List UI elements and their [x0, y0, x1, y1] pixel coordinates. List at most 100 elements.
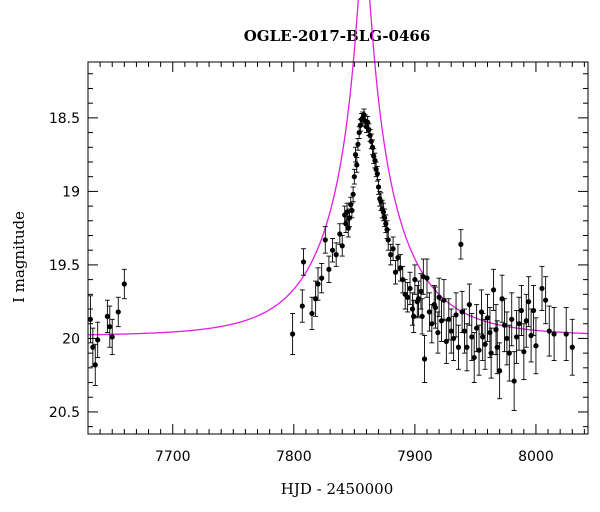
data-point — [92, 362, 98, 368]
data-point — [373, 166, 379, 172]
data-point — [337, 231, 343, 237]
data-point — [438, 318, 445, 324]
data-point — [299, 303, 305, 309]
data-point — [107, 324, 113, 330]
x-tick-label: 7900 — [397, 449, 433, 465]
data-point — [395, 254, 401, 261]
data-point — [87, 316, 94, 322]
data-point — [528, 332, 534, 339]
plot-frame — [87, 61, 589, 435]
data-point — [121, 281, 127, 287]
data-point — [388, 252, 394, 258]
data-point — [453, 312, 459, 318]
data-point — [115, 309, 121, 315]
x-axis-label: HJD - 2450000 — [281, 480, 394, 498]
data-point — [482, 341, 488, 347]
model-curve — [87, 0, 589, 336]
data-point — [350, 191, 356, 197]
data-point — [432, 304, 439, 311]
data-point — [543, 297, 549, 303]
data-point — [521, 349, 527, 355]
data-point — [484, 315, 491, 321]
data-point — [490, 287, 497, 293]
data-point — [478, 309, 485, 315]
data-point — [504, 335, 510, 342]
data-point — [345, 225, 351, 231]
x-tick-label: 7800 — [276, 449, 312, 465]
data-point — [383, 221, 389, 227]
data-point — [441, 297, 447, 303]
data-point — [374, 171, 380, 177]
data-point — [443, 338, 449, 344]
data-point — [419, 313, 425, 319]
data-point — [480, 334, 486, 340]
data-point — [313, 296, 319, 302]
data-point — [506, 350, 512, 356]
data-point — [385, 237, 391, 243]
data-point — [436, 294, 442, 300]
data-point — [411, 313, 417, 319]
data-point — [346, 215, 353, 221]
data-points — [87, 112, 575, 384]
data-point — [493, 327, 499, 333]
data-point — [357, 122, 363, 128]
data-point — [400, 277, 406, 283]
data-point — [455, 344, 462, 350]
data-point — [546, 328, 552, 334]
data-point — [290, 331, 296, 337]
error-bars — [87, 108, 575, 411]
data-point — [95, 337, 101, 343]
data-point — [372, 157, 378, 164]
data-point — [518, 307, 525, 314]
data-point — [365, 119, 371, 125]
data-point — [471, 354, 477, 361]
data-point — [446, 316, 452, 322]
data-point — [109, 334, 115, 340]
data-point — [368, 138, 374, 144]
data-point — [563, 331, 569, 337]
data-point — [375, 184, 382, 190]
data-point — [501, 322, 508, 328]
data-point — [309, 310, 315, 317]
data-point — [339, 243, 345, 249]
data-point — [533, 343, 539, 349]
data-point — [361, 112, 367, 118]
data-point — [90, 344, 96, 350]
y-tick-label: 20.5 — [49, 405, 80, 421]
data-point — [367, 132, 373, 139]
data-point — [424, 275, 430, 281]
data-point — [466, 302, 472, 308]
data-point — [488, 350, 494, 356]
y-tick-label: 18.5 — [49, 111, 80, 127]
data-point — [333, 252, 339, 258]
data-point — [451, 335, 457, 342]
data-point — [349, 207, 355, 214]
axis-ticks — [87, 62, 588, 434]
data-point — [409, 306, 416, 312]
data-point — [322, 237, 328, 243]
data-point — [526, 299, 532, 305]
data-point — [348, 202, 354, 208]
data-point — [326, 266, 332, 272]
data-point — [497, 368, 503, 374]
data-point — [344, 209, 350, 215]
data-point — [476, 347, 482, 353]
data-point — [516, 321, 522, 327]
data-point — [418, 288, 424, 294]
y-tick-label: 20 — [62, 331, 80, 347]
data-point — [343, 221, 349, 227]
data-point — [429, 321, 435, 327]
data-point — [329, 247, 336, 253]
data-point — [355, 141, 361, 147]
data-point — [539, 285, 545, 292]
data-point — [412, 277, 418, 283]
data-point — [464, 344, 470, 350]
data-point — [509, 316, 515, 322]
data-point — [300, 259, 307, 265]
data-point — [426, 309, 433, 315]
data-point — [366, 127, 372, 133]
y-tick-label: 19 — [62, 184, 80, 200]
data-point — [530, 307, 537, 314]
x-tick-label: 8000 — [518, 449, 554, 465]
